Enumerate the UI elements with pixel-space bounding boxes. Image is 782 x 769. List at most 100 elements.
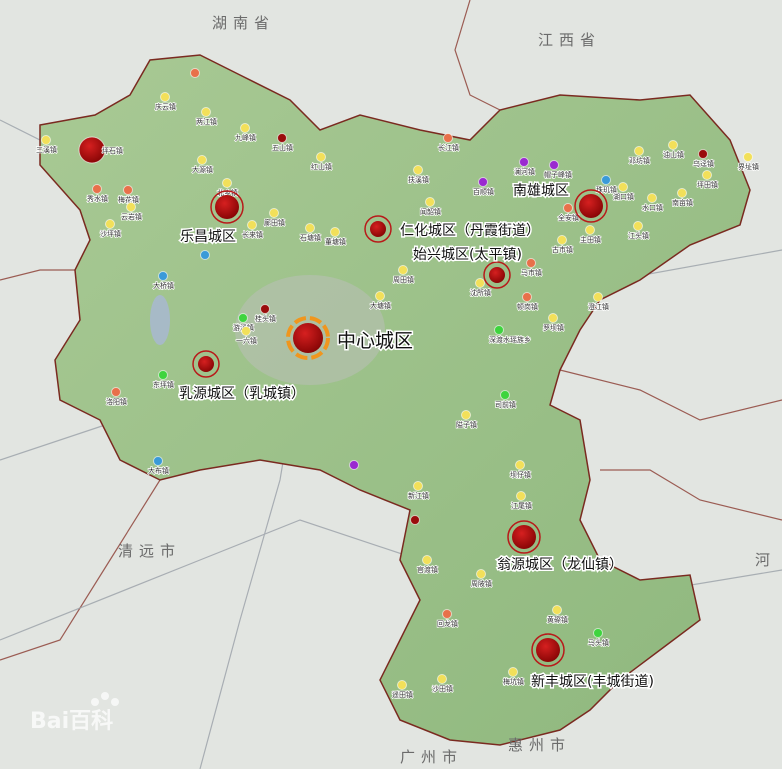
town-三溪镇[interactable]: 三溪镇	[35, 135, 58, 155]
town-桂头镇[interactable]: 桂头镇	[254, 304, 277, 324]
town-江头镇[interactable]: 江头镇	[627, 221, 650, 241]
town-珠玑镇[interactable]: 珠玑镇	[595, 175, 618, 195]
town-dot	[519, 157, 529, 167]
town-label: 一六镇	[236, 336, 257, 345]
town-marker[interactable]	[200, 250, 210, 260]
town-dot	[516, 491, 526, 501]
town-遥田镇[interactable]: 遥田镇	[391, 680, 414, 700]
district-lechang[interactable]: 乐昌城区	[179, 190, 244, 247]
town-dot	[247, 220, 257, 230]
town-marker[interactable]	[349, 460, 359, 470]
town-坝仔镇[interactable]: 坝仔镇	[509, 460, 532, 480]
town-董塘镇[interactable]: 董塘镇	[324, 227, 347, 247]
town-dot	[269, 208, 279, 218]
town-邓坊镇[interactable]: 邓坊镇	[628, 146, 651, 166]
lake	[150, 295, 170, 345]
center-ring-icon	[286, 316, 330, 360]
town-江尾镇[interactable]: 江尾镇	[510, 491, 533, 511]
town-五山镇[interactable]: 五山镇	[271, 133, 294, 153]
town-沙田镇[interactable]: 沙田镇	[431, 674, 454, 694]
town-label: 大源镇	[192, 165, 213, 174]
district-nanxiong[interactable]: 南雄城区	[512, 182, 608, 223]
district-xinfeng[interactable]: 新丰城区(丰城街道)	[530, 633, 655, 692]
town-坪石镇[interactable]: 坪石镇	[78, 136, 124, 164]
town-黄磜镇[interactable]: 黄磜镇	[546, 605, 569, 625]
town-沙坪镇[interactable]: 沙坪镇	[99, 219, 122, 239]
town-廊田镇[interactable]: 廊田镇	[263, 208, 286, 228]
label-ruyuan: 乳源城区（乳城镇）	[179, 386, 305, 402]
town-澄江镇[interactable]: 澄江镇	[587, 292, 610, 312]
district-ruyuan[interactable]: 乳源城区（乳城镇）	[178, 350, 307, 404]
town-主田镇[interactable]: 主田镇	[579, 225, 602, 245]
town-南亩镇[interactable]: 南亩镇	[671, 188, 694, 208]
town-秀水镇[interactable]: 秀水镇	[86, 184, 109, 204]
town-顿岗镇[interactable]: 顿岗镇	[516, 292, 539, 312]
town-dot	[410, 515, 420, 525]
town-扶溪镇[interactable]: 扶溪镇	[407, 165, 430, 185]
town-label: 主田镇	[580, 235, 601, 244]
town-label: 澄江镇	[588, 302, 609, 311]
town-北乡镇[interactable]: 北乡镇	[216, 178, 239, 198]
town-深渡水瑶族乡[interactable]: 深渡水瑶族乡	[488, 325, 532, 345]
town-dot	[222, 178, 232, 188]
town-长江镇[interactable]: 长江镇	[437, 133, 460, 153]
label-xinfeng: 新丰城区(丰城街道)	[531, 674, 654, 690]
town-九峰镇[interactable]: 九峰镇	[234, 123, 257, 143]
town-坪田镇[interactable]: 坪田镇	[696, 170, 719, 190]
town-澜河镇[interactable]: 澜河镇	[513, 157, 536, 177]
town-帽子峰镇[interactable]: 帽子峰镇	[543, 160, 573, 180]
town-一六镇[interactable]: 一六镇	[235, 326, 258, 346]
town-dot	[105, 219, 115, 229]
town-湖口镇[interactable]: 湖口镇	[612, 182, 635, 202]
town-乌迳镇[interactable]: 乌迳镇	[692, 149, 715, 169]
label-guangzhou: 广州市	[400, 748, 463, 766]
town-新江镇[interactable]: 新江镇	[407, 481, 430, 501]
town-罗坝镇[interactable]: 罗坝镇	[542, 313, 565, 333]
town-全安镇[interactable]: 全安镇	[557, 203, 580, 223]
district-shixing[interactable]: 始兴城区(太平镇)	[412, 246, 523, 289]
town-长来镇[interactable]: 长来镇	[241, 220, 264, 240]
town-label: 司前镇	[495, 400, 516, 409]
district-center[interactable]: 中心城区	[286, 316, 415, 360]
town-古市镇[interactable]: 古市镇	[551, 235, 574, 255]
town-红山镇[interactable]: 红山镇	[310, 152, 333, 172]
town-马市镇[interactable]: 马市镇	[520, 258, 543, 278]
town-两江镇[interactable]: 两江镇	[195, 107, 218, 127]
town-梅坑镇[interactable]: 梅坑镇	[502, 667, 525, 687]
town-云岩镇[interactable]: 云岩镇	[120, 202, 143, 222]
town-label: 桂头镇	[255, 314, 276, 323]
town-周田镇[interactable]: 周田镇	[392, 265, 415, 285]
town-dot	[475, 278, 485, 288]
town-大桥镇[interactable]: 大桥镇	[152, 271, 175, 291]
town-油山镇[interactable]: 油山镇	[662, 140, 685, 160]
town-界址镇[interactable]: 界址镇	[737, 152, 760, 172]
town-label: 五山镇	[272, 143, 293, 152]
town-石塘镇[interactable]: 石塘镇	[299, 223, 322, 243]
town-大塘镇[interactable]: 大塘镇	[369, 291, 392, 311]
town-东坪镇[interactable]: 东坪镇	[152, 370, 175, 390]
district-ring-icon	[574, 189, 608, 223]
town-周陂镇[interactable]: 周陂镇	[470, 569, 493, 589]
town-dot	[618, 182, 628, 192]
town-洛阳镇[interactable]: 洛阳镇	[105, 387, 128, 407]
town-梅花镇[interactable]: 梅花镇	[117, 185, 140, 205]
district-wengyuan[interactable]: 翁源城区（龙仙镇）	[496, 520, 625, 575]
town-marker[interactable]	[410, 515, 420, 525]
town-大源镇[interactable]: 大源镇	[191, 155, 214, 175]
town-大布镇[interactable]: 大布镇	[147, 456, 170, 476]
town-官渡镇[interactable]: 官渡镇	[416, 555, 439, 575]
town-marker[interactable]	[190, 68, 200, 78]
town-回龙镇[interactable]: 回龙镇	[436, 609, 459, 629]
town-马头镇[interactable]: 马头镇	[587, 628, 610, 648]
town-隘子镇[interactable]: 隘子镇	[455, 410, 478, 430]
town-沈所镇[interactable]: 沈所镇	[469, 278, 492, 298]
district-renhua[interactable]: 仁化城区（丹霞街道）	[364, 215, 542, 243]
town-百顺镇[interactable]: 百顺镇	[472, 177, 495, 197]
town-label: 湖口镇	[613, 192, 634, 201]
town-司前镇[interactable]: 司前镇	[494, 390, 517, 410]
town-庆云镇[interactable]: 庆云镇	[154, 92, 177, 112]
town-闻韶镇[interactable]: 闻韶镇	[419, 197, 442, 217]
town-水口镇[interactable]: 水口镇	[641, 193, 664, 213]
